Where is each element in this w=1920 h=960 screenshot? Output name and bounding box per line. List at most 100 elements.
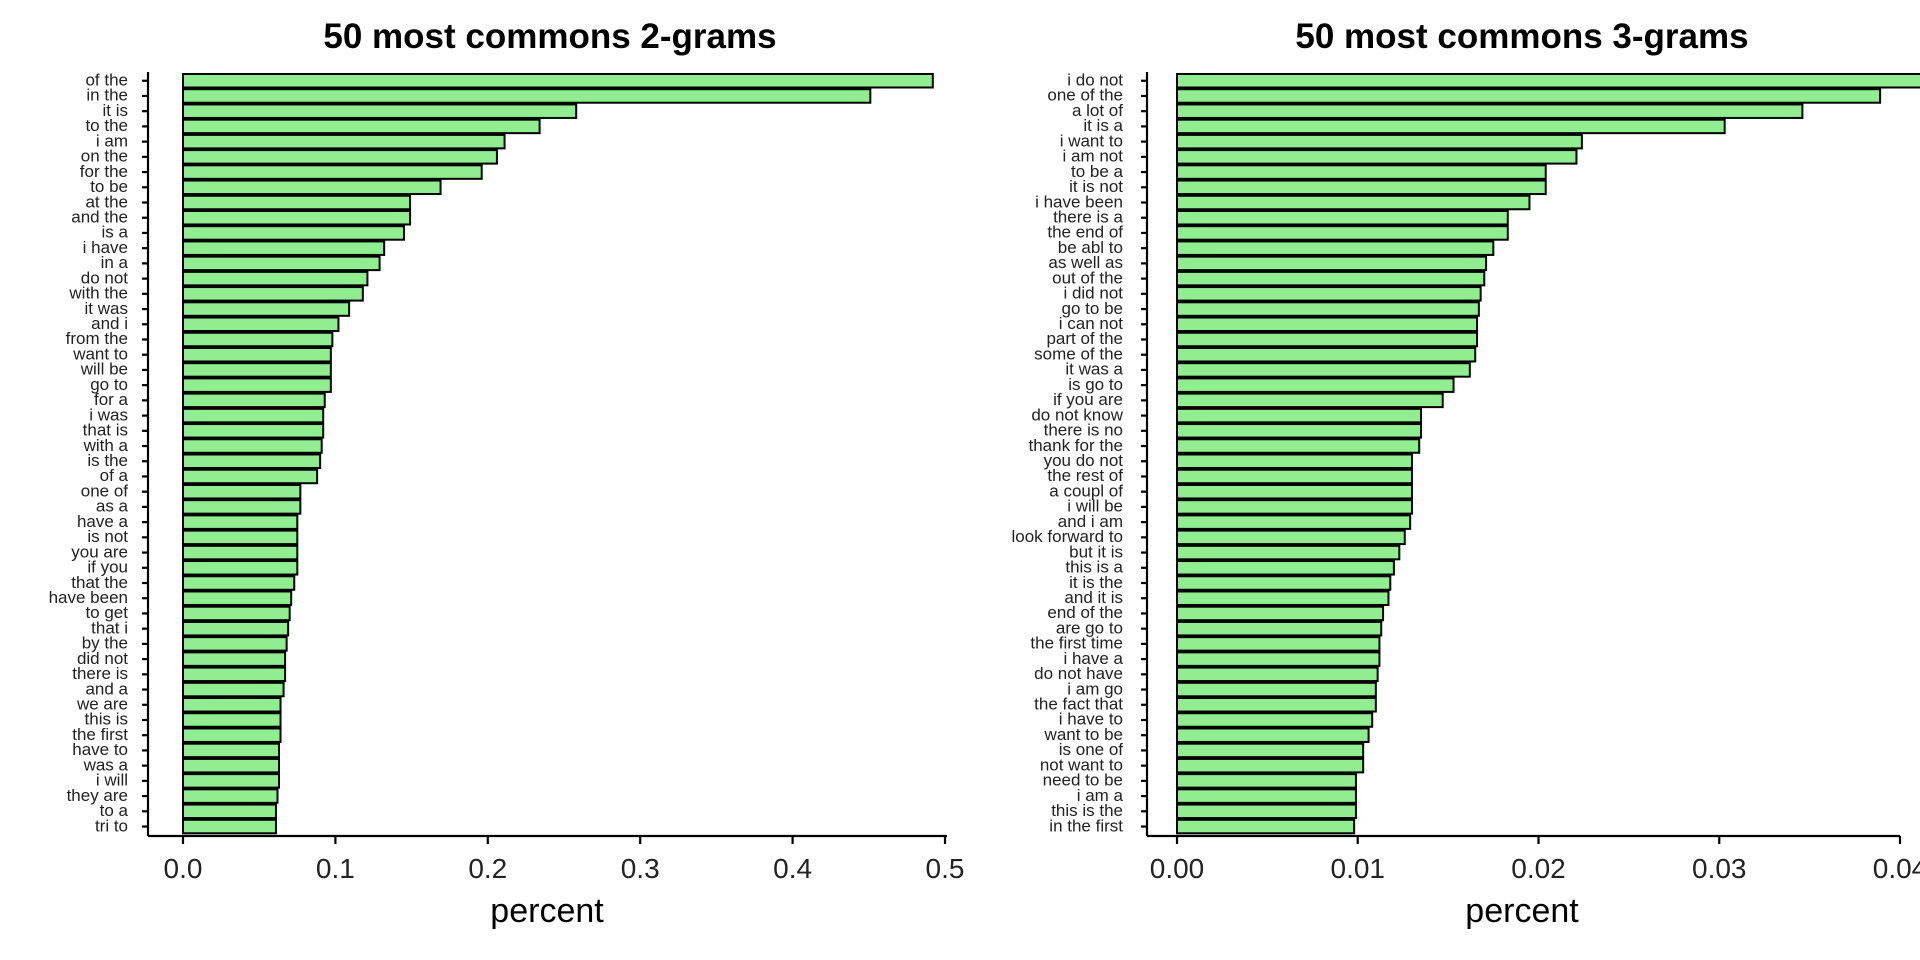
category-label: was a xyxy=(83,755,129,774)
bar xyxy=(182,118,541,135)
category-label: i am go xyxy=(1067,679,1123,698)
bar xyxy=(1176,255,1488,272)
category-label: of the xyxy=(85,71,128,90)
bar xyxy=(1176,240,1495,256)
bar xyxy=(1176,757,1365,774)
bar xyxy=(182,362,332,378)
category-label: i will xyxy=(96,771,128,790)
x-tick-label: 0.3 xyxy=(621,853,660,884)
category-label: to get xyxy=(85,603,128,622)
bar xyxy=(182,803,277,820)
bar xyxy=(182,681,285,698)
category-label: tri to xyxy=(95,816,128,835)
bar xyxy=(1176,331,1479,348)
category-label: will be xyxy=(80,360,128,379)
bar xyxy=(1176,697,1377,713)
x-tick-label: 0.1 xyxy=(316,853,355,884)
x-tick-label: 0.00 xyxy=(1150,853,1205,884)
bar xyxy=(182,270,369,287)
category-label: to be a xyxy=(1071,162,1124,181)
bar xyxy=(182,255,381,272)
category-label: it is not xyxy=(1069,177,1123,196)
category-label: that is xyxy=(83,421,128,440)
category-label: it is xyxy=(103,101,129,120)
category-label: thank for the xyxy=(1028,436,1123,455)
bar xyxy=(1176,453,1413,469)
bar xyxy=(1176,346,1477,363)
bar xyxy=(1176,620,1383,637)
x-tick-label: 0.03 xyxy=(1692,853,1747,884)
category-label: that i xyxy=(91,618,128,637)
category-label: of a xyxy=(100,466,129,485)
category-label: did not xyxy=(77,649,128,668)
category-label: have a xyxy=(77,512,129,531)
bar xyxy=(1176,377,1455,393)
category-label: do not xyxy=(81,268,129,287)
bar xyxy=(1176,514,1412,530)
category-label: as a xyxy=(96,497,129,516)
category-label: we are xyxy=(76,695,128,714)
bar xyxy=(182,301,351,317)
category-label: this is the xyxy=(1051,801,1123,820)
bar xyxy=(182,544,299,561)
category-label: for a xyxy=(94,390,129,409)
category-label: want to be xyxy=(1044,725,1123,744)
bar xyxy=(1176,88,1882,104)
bar xyxy=(182,499,302,515)
bar xyxy=(1176,651,1381,667)
bar xyxy=(182,103,578,119)
category-label: it was a xyxy=(1065,360,1123,379)
bar xyxy=(182,133,506,150)
category-label: and a xyxy=(85,679,128,698)
category-label: and i am xyxy=(1058,512,1123,531)
category-label: if you are xyxy=(1053,390,1123,409)
x-tick-label: 0.02 xyxy=(1511,853,1566,884)
bar xyxy=(1176,194,1531,211)
bar xyxy=(1176,773,1357,789)
bar xyxy=(182,179,442,196)
category-label: you are xyxy=(71,542,128,561)
bar xyxy=(1176,483,1413,500)
bar xyxy=(1176,636,1381,652)
category-label: one of xyxy=(81,481,129,500)
category-label: i am xyxy=(96,131,128,150)
x-tick-label: 0.4 xyxy=(773,853,812,884)
category-label: it is a xyxy=(1083,116,1123,135)
category-label: part of the xyxy=(1046,329,1123,348)
bar xyxy=(1176,407,1423,424)
bar xyxy=(182,697,282,713)
bar xyxy=(182,742,281,759)
bar-group xyxy=(182,73,934,835)
bar xyxy=(1176,560,1395,576)
category-label: to the xyxy=(85,116,128,135)
category-label: but it is xyxy=(1069,542,1123,561)
bar xyxy=(1176,133,1583,150)
category-label: the fact that xyxy=(1034,695,1123,714)
category-label: it was xyxy=(85,299,128,318)
bar xyxy=(1176,468,1413,485)
category-label: i have to xyxy=(1059,710,1123,729)
category-label: have been xyxy=(49,588,128,607)
category-label: with the xyxy=(68,284,128,303)
chart-title: 50 most commons 3-grams xyxy=(1295,17,1748,56)
category-label: for the xyxy=(80,162,128,181)
category-label: i have been xyxy=(1035,192,1123,211)
bar xyxy=(1176,316,1479,333)
category-label: that the xyxy=(71,573,128,592)
bar xyxy=(182,225,405,241)
category-label: this is a xyxy=(1065,558,1123,577)
bar xyxy=(182,164,483,180)
category-label: is a xyxy=(102,223,129,242)
category-label: go to be xyxy=(1062,299,1123,318)
category-label: i have xyxy=(83,238,128,257)
bar xyxy=(182,818,277,835)
category-label: i do not xyxy=(1067,71,1123,90)
bar xyxy=(1176,529,1406,546)
bar xyxy=(1176,164,1547,180)
bar xyxy=(1176,544,1401,561)
x-axis-label: percent xyxy=(490,892,604,930)
bar xyxy=(1176,423,1423,439)
bar xyxy=(182,651,287,667)
category-label: i am not xyxy=(1063,147,1124,166)
category-label: i did not xyxy=(1063,284,1123,303)
